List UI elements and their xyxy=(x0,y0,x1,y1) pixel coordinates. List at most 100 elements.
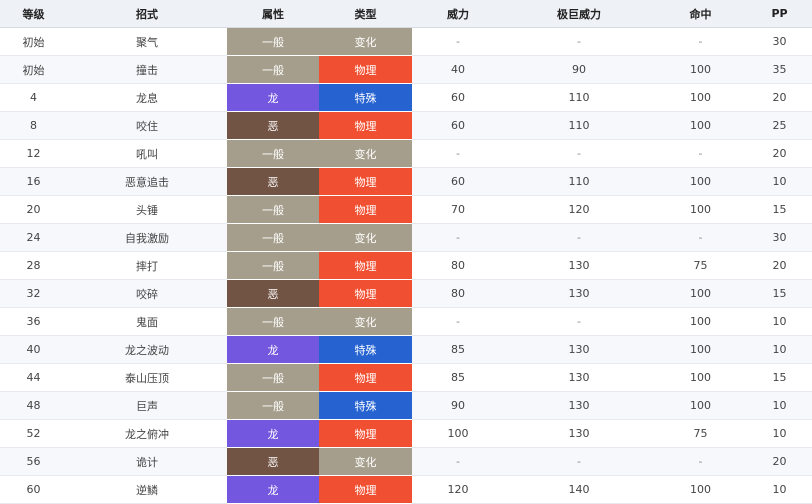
pp-cell: 35 xyxy=(747,55,812,84)
type-badge: 一般 xyxy=(227,307,319,336)
header-category[interactable]: 类型 xyxy=(319,0,412,28)
power-cell: 60 xyxy=(412,167,504,196)
move-name-link[interactable]: 龙息 xyxy=(67,83,227,112)
pp-cell: 30 xyxy=(747,27,812,56)
category-badge: 变化 xyxy=(319,139,412,168)
move-name-link[interactable]: 鬼面 xyxy=(67,307,227,336)
max-power-cell: 110 xyxy=(504,111,654,140)
pp-cell: 20 xyxy=(747,447,812,476)
move-name-link[interactable]: 逆鳞 xyxy=(67,475,227,504)
power-cell: - xyxy=(412,223,504,252)
max-power-cell: - xyxy=(504,27,654,56)
move-name-link[interactable]: 龙之波动 xyxy=(67,335,227,364)
power-cell: 40 xyxy=(412,55,504,84)
power-cell: 80 xyxy=(412,251,504,280)
type-badge: 一般 xyxy=(227,139,319,168)
level-cell: 8 xyxy=(0,111,67,140)
pp-cell: 25 xyxy=(747,111,812,140)
level-cell: 40 xyxy=(0,335,67,364)
max-power-cell: - xyxy=(504,447,654,476)
power-cell: 90 xyxy=(412,391,504,420)
pp-cell: 15 xyxy=(747,363,812,392)
table-row: 28 摔打 一般 物理 80 130 75 20 xyxy=(0,251,812,280)
type-badge: 龙 xyxy=(227,419,319,448)
max-power-cell: 130 xyxy=(504,419,654,448)
category-badge: 物理 xyxy=(319,363,412,392)
type-badge: 一般 xyxy=(227,391,319,420)
type-badge: 恶 xyxy=(227,447,319,476)
power-cell: 70 xyxy=(412,195,504,224)
table-row: 36 鬼面 一般 变化 - -100 10 xyxy=(0,307,812,336)
power-cell: 60 xyxy=(412,111,504,140)
header-accuracy[interactable]: 命中 xyxy=(654,0,747,28)
move-name-link[interactable]: 龙之俯冲 xyxy=(67,419,227,448)
header-power[interactable]: 威力 xyxy=(412,0,504,28)
move-name-link[interactable]: 头锤 xyxy=(67,195,227,224)
pp-cell: 10 xyxy=(747,391,812,420)
accuracy-cell: - xyxy=(654,27,747,56)
move-name-link[interactable]: 自我激励 xyxy=(67,223,227,252)
max-power-cell: 130 xyxy=(504,279,654,308)
pp-cell: 10 xyxy=(747,307,812,336)
move-name-link[interactable]: 撞击 xyxy=(67,55,227,84)
accuracy-cell: 100 xyxy=(654,475,747,504)
power-cell: - xyxy=(412,139,504,168)
move-name-link[interactable]: 聚气 xyxy=(67,27,227,56)
max-power-cell: 90 xyxy=(504,55,654,84)
level-cell: 48 xyxy=(0,391,67,420)
table-header: 等级 招式 属性 类型 威力 极巨威力 命中 PP xyxy=(0,0,812,28)
accuracy-cell: 100 xyxy=(654,55,747,84)
header-max-power[interactable]: 极巨威力 xyxy=(504,0,654,28)
level-cell: 24 xyxy=(0,223,67,252)
category-badge: 物理 xyxy=(319,167,412,196)
accuracy-cell: 100 xyxy=(654,391,747,420)
accuracy-cell: 100 xyxy=(654,83,747,112)
move-name-link[interactable]: 巨声 xyxy=(67,391,227,420)
move-name-link[interactable]: 泰山压顶 xyxy=(67,363,227,392)
type-badge: 一般 xyxy=(227,55,319,84)
category-badge: 物理 xyxy=(319,55,412,84)
category-badge: 物理 xyxy=(319,195,412,224)
power-cell: 85 xyxy=(412,363,504,392)
power-cell: 100 xyxy=(412,419,504,448)
table-row: 16 恶意追击恶物理 60 110 100 10 xyxy=(0,167,812,196)
max-power-cell: 120 xyxy=(504,195,654,224)
move-name-link[interactable]: 吼叫 xyxy=(67,139,227,168)
table-row: 56 诡计恶变化 - - -20 xyxy=(0,447,812,476)
level-cell: 初始 xyxy=(0,55,67,84)
accuracy-cell: 100 xyxy=(654,307,747,336)
move-name-link[interactable]: 诡计 xyxy=(67,447,227,476)
max-power-cell: 130 xyxy=(504,391,654,420)
table-row: 48 巨声 一般 特殊 90 130 100 10 xyxy=(0,391,812,420)
accuracy-cell: 100 xyxy=(654,279,747,308)
header-pp[interactable]: PP xyxy=(747,0,812,28)
move-name-link[interactable]: 摔打 xyxy=(67,251,227,280)
level-cell: 28 xyxy=(0,251,67,280)
category-badge: 特殊 xyxy=(319,335,412,364)
accuracy-cell: 100 xyxy=(654,111,747,140)
max-power-cell: 140 xyxy=(504,475,654,504)
category-badge: 物理 xyxy=(319,251,412,280)
header-type[interactable]: 属性 xyxy=(227,0,319,28)
pp-cell: 15 xyxy=(747,279,812,308)
table-row: 60 逆鳞龙物理 120 140 100 10 xyxy=(0,475,812,504)
max-power-cell: - xyxy=(504,139,654,168)
category-badge: 物理 xyxy=(319,279,412,308)
pp-cell: 15 xyxy=(747,195,812,224)
table-row: 32 咬碎恶物理 80 130 100 15 xyxy=(0,279,812,308)
category-badge: 变化 xyxy=(319,223,412,252)
type-badge: 恶 xyxy=(227,279,319,308)
pp-cell: 20 xyxy=(747,251,812,280)
table-row: 初始 聚气 一般 变化 - - -30 xyxy=(0,27,812,56)
type-badge: 一般 xyxy=(227,363,319,392)
pp-cell: 10 xyxy=(747,475,812,504)
header-level[interactable]: 等级 xyxy=(0,0,67,28)
pp-cell: 10 xyxy=(747,335,812,364)
move-name-link[interactable]: 咬住 xyxy=(67,111,227,140)
move-name-link[interactable]: 恶意追击 xyxy=(67,167,227,196)
header-move[interactable]: 招式 xyxy=(67,0,227,28)
move-name-link[interactable]: 咬碎 xyxy=(67,279,227,308)
level-cell: 4 xyxy=(0,83,67,112)
table-row: 8 咬住恶物理 60 110 100 25 xyxy=(0,111,812,140)
type-badge: 一般 xyxy=(227,27,319,56)
